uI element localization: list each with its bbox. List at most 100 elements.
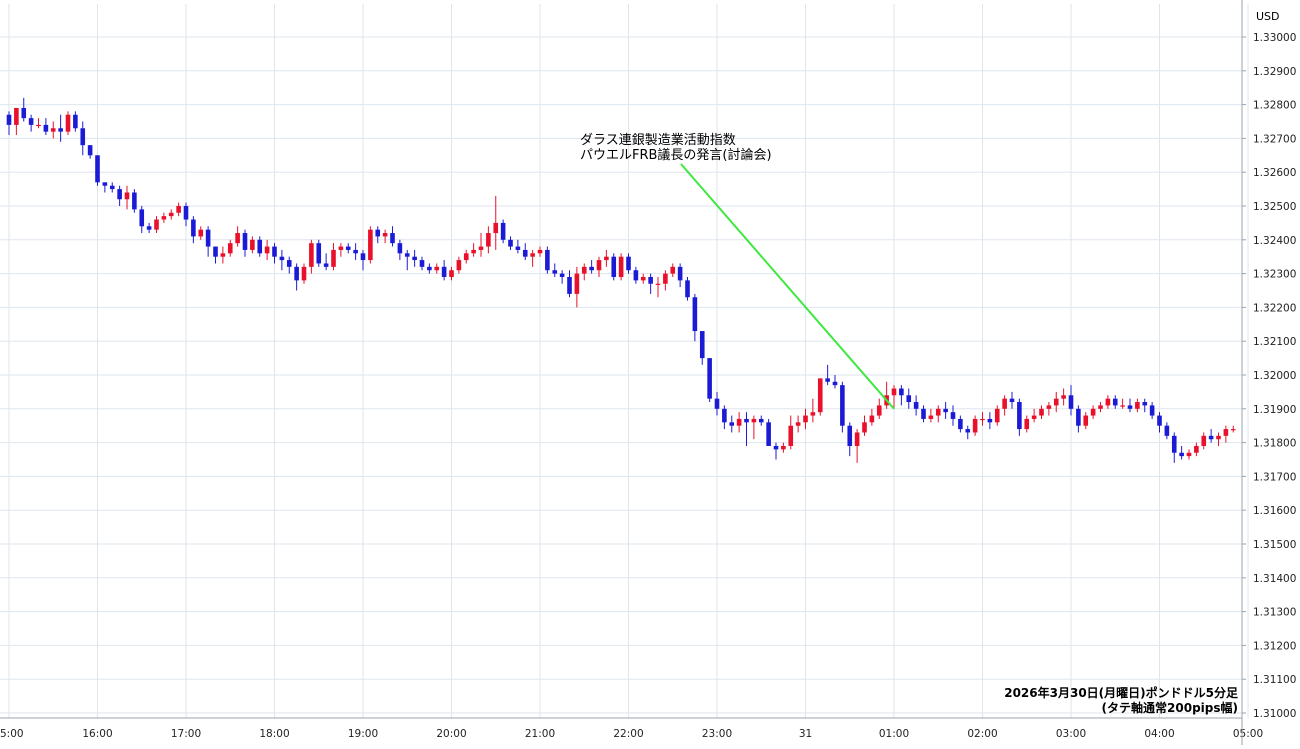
candle-down: [965, 429, 971, 433]
y-tick-label: 1.31000: [1253, 708, 1296, 720]
candle-down: [427, 266, 432, 271]
candle-down: [345, 246, 351, 250]
annotation-text: ダラス連銀製造業活動指数 パウエルFRB議長の発言(討論会): [580, 133, 772, 163]
x-tick-label: 21:00: [525, 728, 555, 740]
candle-down: [921, 408, 926, 419]
candle-down: [191, 219, 196, 237]
candle-up: [596, 260, 602, 271]
y-tick-label: 1.32200: [1253, 302, 1296, 314]
grid: [0, 4, 1249, 718]
candle-down: [1076, 408, 1081, 426]
x-tick-label: 04:00: [1144, 728, 1174, 740]
candle-down: [685, 280, 690, 298]
candle-up: [980, 418, 985, 421]
candle-down: [522, 249, 528, 257]
candle-down: [699, 331, 705, 359]
candle-up: [1053, 398, 1059, 406]
candle-down: [987, 418, 993, 423]
candle-down: [404, 253, 410, 257]
candle-up: [537, 249, 543, 254]
candle-up: [1039, 408, 1044, 416]
candle-down: [958, 418, 963, 430]
y-tick-label: 1.31100: [1253, 674, 1296, 686]
candle-down: [1208, 435, 1214, 440]
candle-up: [1201, 435, 1207, 446]
candle-up: [655, 283, 661, 285]
candle-up: [876, 405, 882, 416]
candle-up: [810, 412, 816, 416]
candle-down: [766, 422, 771, 446]
candle-down: [692, 297, 698, 332]
candle-up: [781, 445, 786, 450]
candle-up: [530, 253, 535, 257]
candle-up: [862, 422, 867, 433]
candle-down: [316, 243, 322, 264]
candle-up: [235, 233, 240, 244]
candle-up: [471, 249, 476, 254]
candle-down: [722, 408, 727, 423]
candle-down: [1171, 435, 1177, 453]
candle-down: [847, 425, 853, 446]
candle-down: [132, 192, 137, 210]
candle-down: [552, 270, 558, 274]
candle-up: [1046, 405, 1052, 409]
x-tick-label: 05:00: [1233, 728, 1263, 740]
candle-up: [463, 253, 469, 261]
candle-up: [1061, 395, 1066, 399]
candle-up: [220, 253, 226, 257]
candle-down: [58, 128, 63, 132]
candle-down: [353, 249, 358, 254]
chart-caption: 2026年3月30日(月曜日)ポンドドル5分足 (タテ軸通常200pips幅): [1004, 686, 1238, 716]
y-tick-label: 1.32300: [1253, 269, 1296, 281]
candle-down: [1017, 402, 1022, 430]
y-tick-label: 1.31200: [1253, 640, 1296, 652]
candle-down: [87, 145, 93, 156]
candle-down: [146, 226, 152, 230]
x-tick-label: 19:00: [348, 728, 378, 740]
candle-down: [441, 266, 447, 277]
candle-up: [854, 432, 860, 446]
candle-up: [751, 418, 757, 423]
candle-up: [264, 246, 270, 254]
candle-up: [1105, 398, 1111, 406]
candle-up: [618, 256, 624, 277]
candle-up: [168, 212, 174, 217]
currency-label: USD: [1256, 10, 1280, 23]
candle-down: [950, 412, 956, 419]
candle-down: [390, 233, 395, 244]
candle-up: [928, 415, 934, 419]
candle-down: [294, 266, 299, 281]
candle-up: [176, 206, 181, 213]
candles: [6, 97, 1236, 463]
candle-up: [574, 273, 580, 294]
candle-down: [913, 402, 919, 409]
candle-up: [972, 418, 978, 433]
y-tick-label: 1.31500: [1253, 539, 1296, 551]
candle-up: [1083, 415, 1089, 426]
candle-down: [633, 270, 639, 281]
candle-down: [1179, 452, 1184, 457]
candle-down: [375, 229, 381, 237]
candle-up: [795, 422, 801, 426]
candle-down: [545, 249, 550, 271]
candle-up: [1090, 408, 1096, 416]
candle-down: [1112, 398, 1118, 406]
x-tick-label: 03:00: [1056, 728, 1086, 740]
candle-down: [707, 358, 712, 399]
candle-down: [183, 206, 189, 220]
y-tick-label: 1.32700: [1253, 133, 1296, 145]
candle-down: [773, 445, 779, 450]
candle-down: [323, 263, 329, 267]
y-tick-label: 1.32000: [1253, 370, 1296, 382]
candle-down: [825, 378, 830, 382]
x-tick-label: 20:00: [436, 728, 466, 740]
candle-down: [626, 256, 631, 271]
candle-down: [139, 209, 145, 227]
candle-up: [154, 219, 159, 230]
candle-down: [43, 124, 49, 132]
candle-up: [368, 229, 373, 261]
candle-down: [95, 155, 100, 183]
candle-up: [869, 415, 875, 423]
